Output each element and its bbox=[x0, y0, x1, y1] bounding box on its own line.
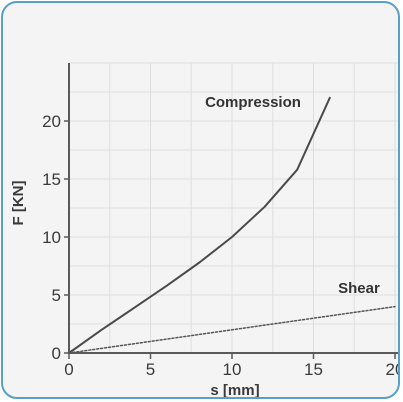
x-tick-label: 20 bbox=[386, 360, 400, 379]
x-tick-label: 5 bbox=[146, 360, 155, 379]
series-label-shear: Shear bbox=[338, 280, 380, 297]
series-line-compression bbox=[68, 96, 331, 354]
series-lines bbox=[68, 96, 396, 354]
x-tick-label: 10 bbox=[223, 360, 242, 379]
series-line-shear bbox=[68, 305, 396, 354]
chart-svg: 0 5 10 15 20 0 5 10 15 20 s [mm] F [KN] Compression S… bbox=[10, 62, 400, 399]
x-axis-title: s [mm] bbox=[210, 382, 259, 399]
x-tick-label: 15 bbox=[304, 360, 323, 379]
series-label-compression: Compression bbox=[205, 94, 301, 111]
y-tick-label: 0 bbox=[52, 344, 61, 363]
y-tick-label: 5 bbox=[52, 286, 61, 305]
grid-lines bbox=[69, 62, 398, 353]
y-tick-label: 10 bbox=[42, 228, 61, 247]
y-tick-label: 20 bbox=[42, 112, 61, 131]
x-tick-label: 0 bbox=[64, 360, 73, 379]
labels: 0 5 10 15 20 0 5 10 15 20 s [mm] F [KN] Compression S… bbox=[10, 94, 400, 399]
axes bbox=[64, 63, 398, 359]
y-axis-title: F [KN] bbox=[10, 181, 27, 226]
y-tick-label: 15 bbox=[42, 170, 61, 189]
